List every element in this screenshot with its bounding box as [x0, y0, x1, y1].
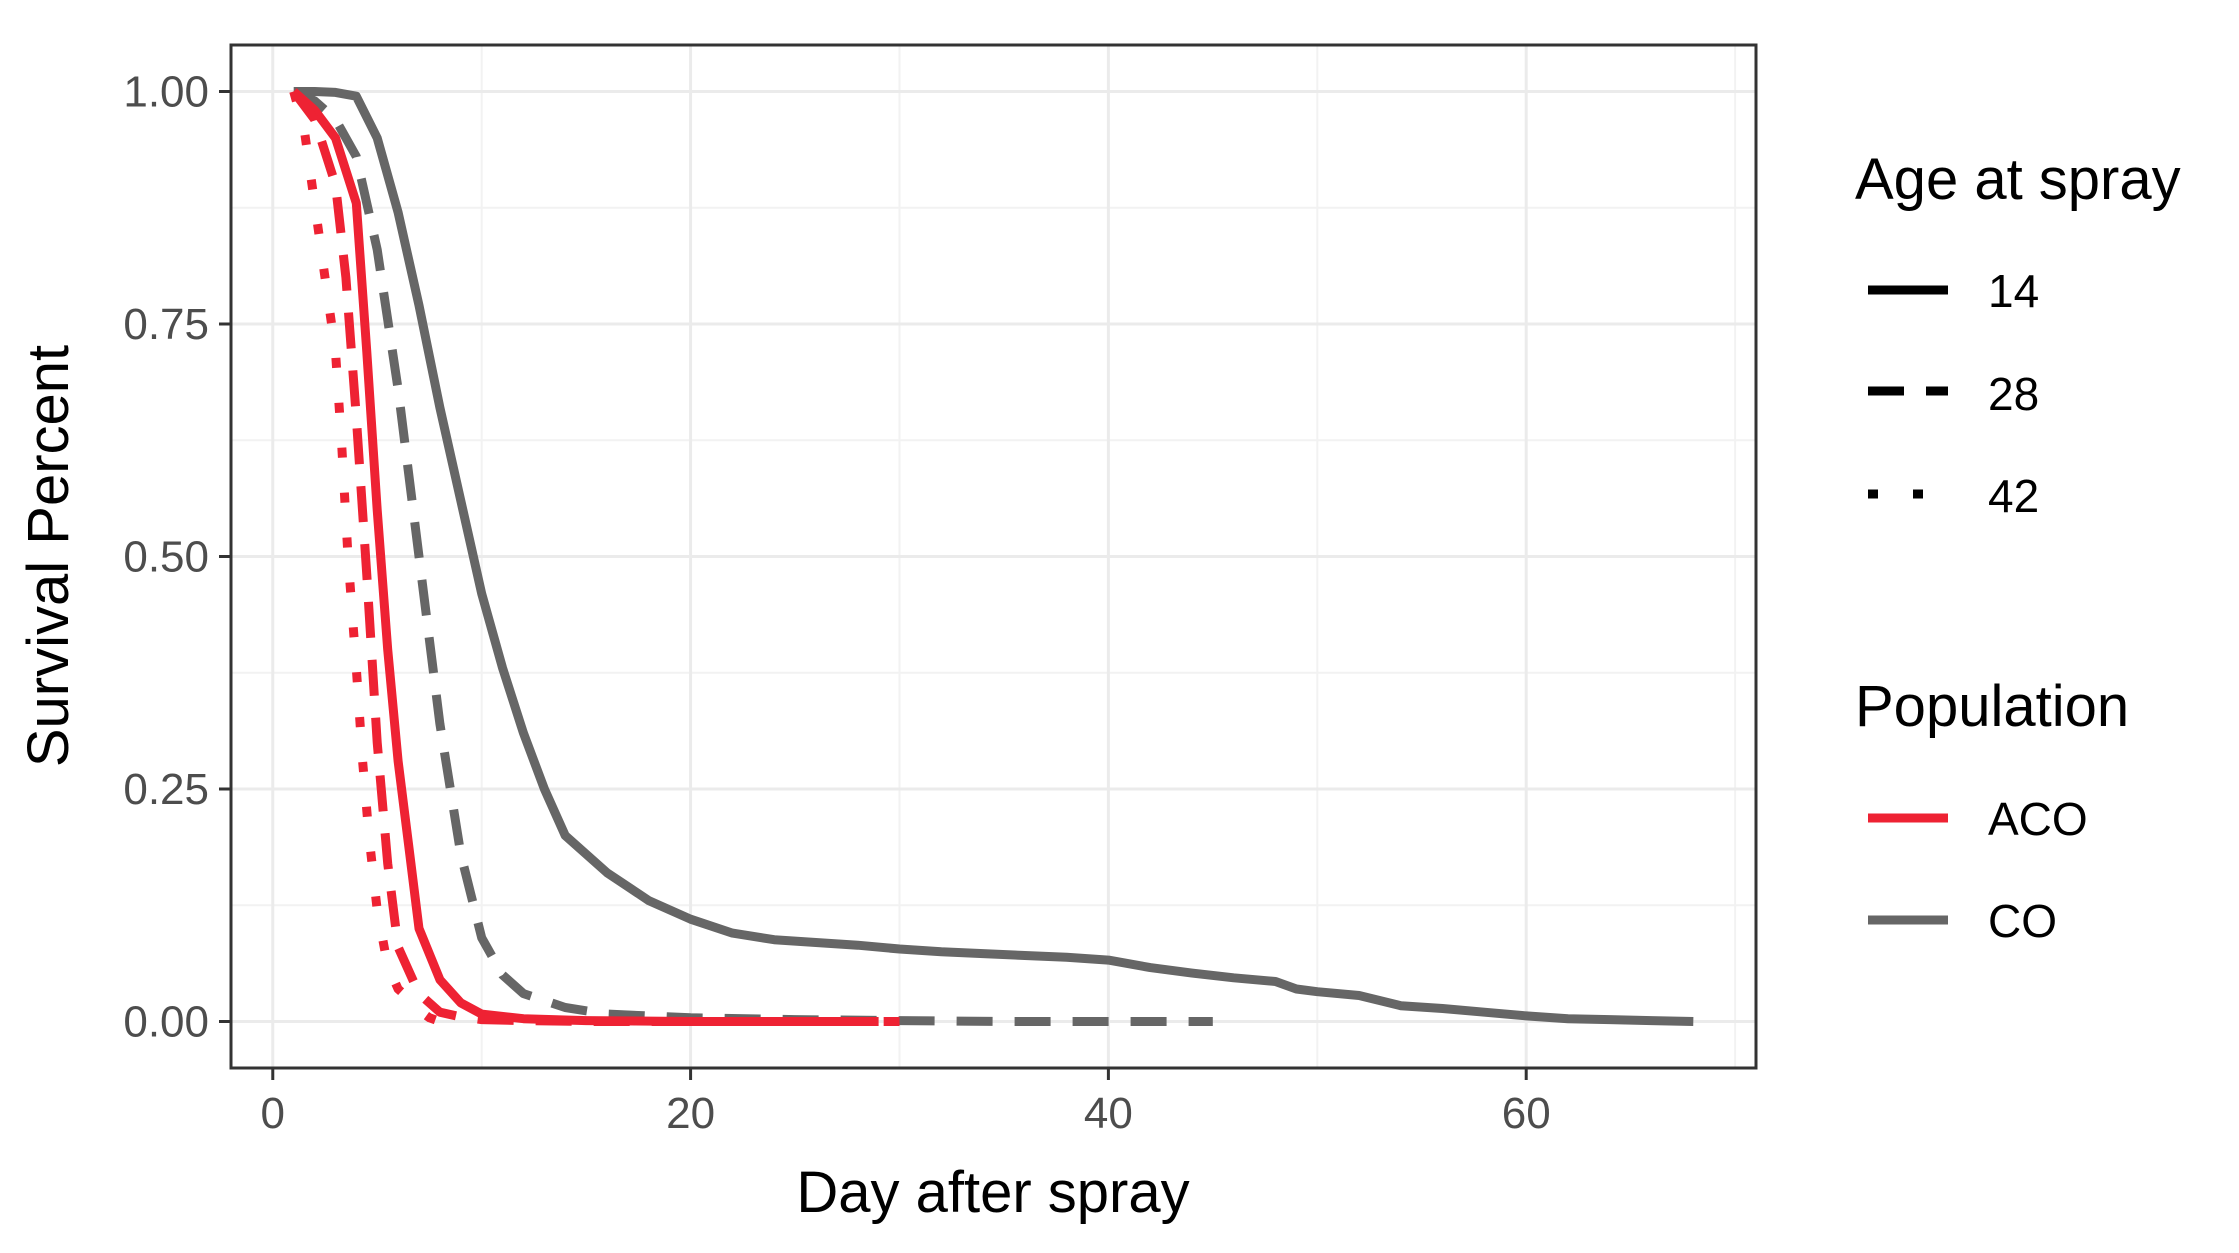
series-lines [289, 87, 1694, 1026]
grid-major-lines [231, 45, 1756, 1068]
y-tick-label: 0.50 [123, 533, 209, 582]
x-tick-label: 60 [1502, 1089, 1551, 1138]
series-line-co-age-14 [293, 87, 1694, 1026]
legend-label-14: 14 [1988, 265, 2039, 317]
legend-label-42: 42 [1988, 470, 2039, 522]
x-tick-label: 20 [666, 1089, 715, 1138]
x-tick-label: 40 [1084, 1089, 1133, 1138]
x-tick-label: 0 [261, 1089, 285, 1138]
legend-title-age: Age at spray [1855, 147, 2181, 212]
y-tick-label: 0.00 [123, 998, 209, 1047]
x-axis-ticks: 0 20 40 60 [261, 1068, 1551, 1138]
legend-label-aco: ACO [1988, 793, 2088, 845]
x-axis-title: Day after spray [796, 1160, 1189, 1225]
series-line-aco-age-28 [290, 88, 900, 1026]
y-axis-title: Survival Percent [16, 345, 81, 767]
y-axis-ticks: 0.00 0.25 0.50 0.75 1.00 [123, 68, 231, 1047]
y-tick-label: 0.75 [123, 300, 209, 349]
y-tick-label: 1.00 [123, 68, 209, 117]
legend-title-population: Population [1855, 674, 2129, 739]
legend-label-co: CO [1988, 895, 2057, 947]
legend-label-28: 28 [1988, 368, 2039, 420]
y-tick-label: 0.25 [123, 765, 209, 814]
